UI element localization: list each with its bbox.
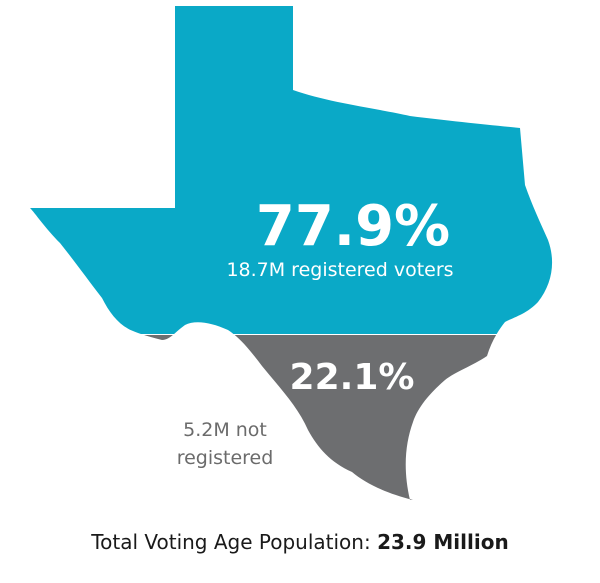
total-population-caption: Total Voting Age Population: 23.9 Millio… — [0, 530, 600, 554]
not-registered-segment — [140, 334, 497, 500]
not-registered-percent-label: 22.1% — [290, 357, 415, 398]
not-registered-count-line-1: 5.2M not — [183, 419, 267, 441]
registered-percent-label: 77.9% — [256, 194, 450, 259]
total-population-value: 23.9 Million — [377, 530, 509, 554]
registered-count-label: 18.7M registered voters — [226, 259, 453, 281]
registered-segment — [30, 6, 553, 334]
not-registered-count-line-2: registered — [177, 447, 274, 469]
total-population-prefix: Total Voting Age Population: — [91, 530, 378, 554]
